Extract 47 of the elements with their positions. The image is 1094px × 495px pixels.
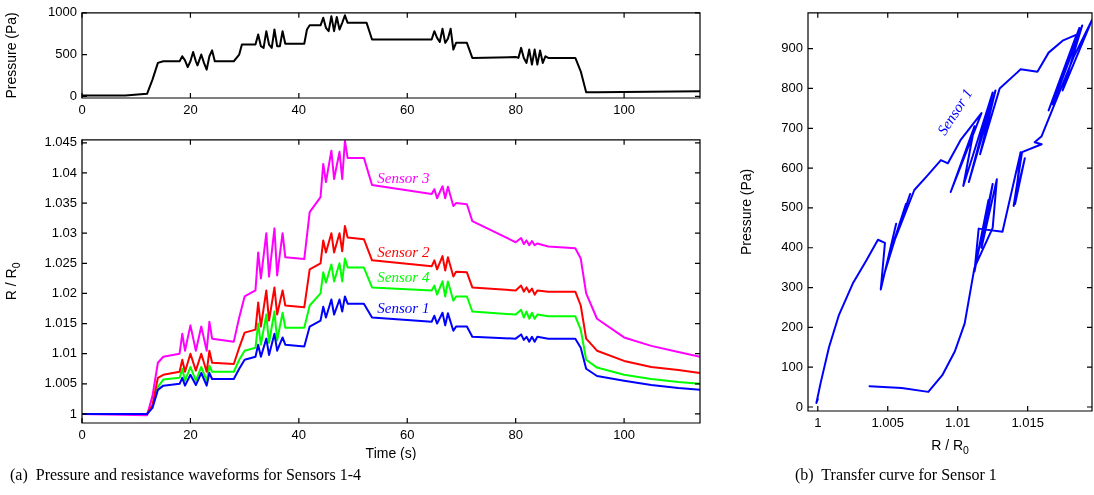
y-tick-label: 1.02 [51, 285, 77, 301]
series-label: Sensor 4 [377, 269, 430, 286]
x-tick-label: 20 [183, 427, 198, 443]
y-tick-label: 600 [781, 159, 803, 175]
x-tick-label: 1 [814, 415, 822, 431]
x-tick-label: 60 [400, 427, 415, 443]
y-tick-label: 1.025 [44, 254, 77, 270]
y-tick-label: 1.015 [44, 315, 77, 331]
y-axis-title: Pressure (Pa) [2, 12, 19, 99]
x-tick-label: 80 [508, 102, 523, 118]
y-tick-label: 900 [781, 40, 803, 56]
series-label: Sensor 3 [377, 170, 430, 187]
y-tick-label: 800 [781, 80, 803, 96]
y-tick-label: 200 [781, 318, 803, 334]
x-tick-label: 1.015 [1011, 415, 1044, 431]
y-tick-label: 1.01 [51, 345, 77, 361]
text: (a) Pressure and resistance waveforms for Sensors 1-4 [10, 466, 361, 484]
x-tick-label: 1.01 [945, 415, 971, 431]
x-tick-label: 40 [291, 427, 307, 443]
x-tick-label: 40 [291, 102, 307, 118]
text: (b) Transfer curve for Sensor 1 [795, 466, 997, 484]
x-tick-label: 100 [613, 427, 635, 443]
y-tick-label: 1000 [48, 4, 77, 20]
y-tick-label: 400 [781, 239, 803, 255]
y-tick-label: 1 [69, 405, 77, 421]
x-tick-label: 60 [400, 102, 415, 118]
y-tick-label: 1.045 [44, 134, 77, 150]
y-axis-title: R / R0 [2, 262, 22, 301]
y-tick-label: 1.04 [51, 164, 77, 180]
series-label: Sensor 2 [377, 243, 430, 260]
x-axis-title: Time (s) [365, 444, 417, 461]
x-tick-label: 100 [613, 102, 635, 118]
x-tick-label: 80 [508, 427, 523, 443]
y-tick-label: 1.035 [44, 194, 77, 210]
y-axis-title: Pressure (Pa) [737, 168, 754, 256]
y-tick-label: 500 [55, 46, 77, 62]
y-tick-label: 0 [795, 398, 803, 414]
y-tick-label: 700 [781, 119, 803, 135]
x-tick-label: 20 [183, 102, 198, 118]
y-tick-label: 1.03 [51, 224, 77, 240]
y-tick-label: 300 [781, 279, 803, 295]
y-tick-label: 1.005 [44, 375, 77, 391]
x-tick-label: 1.005 [871, 415, 905, 431]
y-tick-label: 100 [781, 358, 803, 374]
y-tick-label: 0 [69, 87, 77, 103]
y-tick-label: 500 [781, 199, 803, 215]
series-label: Sensor 1 [377, 300, 430, 317]
